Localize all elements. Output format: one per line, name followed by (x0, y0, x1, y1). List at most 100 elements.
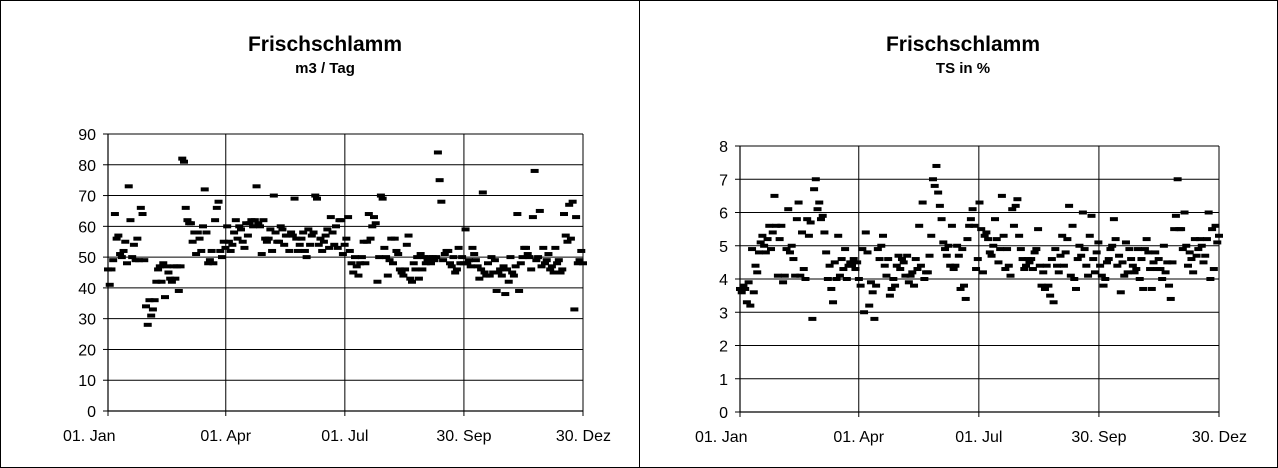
data-point (978, 270, 987, 275)
data-point (528, 215, 537, 220)
data-point (254, 221, 263, 226)
data-point (439, 258, 448, 263)
data-point (1146, 267, 1155, 272)
data-point (1053, 263, 1062, 268)
data-point (1149, 260, 1158, 265)
data-point (126, 218, 135, 223)
data-point (516, 261, 525, 266)
data-point (1032, 247, 1041, 252)
data-point (468, 245, 477, 250)
data-point (119, 248, 128, 253)
data-point (313, 196, 321, 201)
data-point (499, 264, 508, 269)
data-point (271, 230, 280, 235)
data-point (363, 239, 372, 244)
data-point (566, 236, 575, 241)
data-point (522, 245, 530, 250)
data-point (547, 264, 556, 269)
data-point (1008, 207, 1017, 212)
data-point (934, 190, 943, 195)
data-point (1202, 237, 1211, 242)
data-point (1056, 253, 1065, 258)
data-point (742, 300, 751, 305)
data-point (226, 248, 235, 253)
data-point (230, 230, 239, 235)
data-point (810, 187, 819, 192)
data-point (1090, 270, 1099, 275)
data-point (1190, 237, 1199, 242)
data-point (965, 223, 974, 228)
data-point (541, 261, 549, 266)
data-point (357, 255, 366, 260)
data-point (789, 257, 798, 262)
chart-fresh-sludge-volume: Frischschlamm m3 / Tag 0 10 20 30 40 50 60 70 80… (63, 33, 611, 445)
data-point (1168, 260, 1177, 265)
data-point (250, 218, 259, 223)
y-tick-label: 8 (719, 139, 728, 156)
chart-subtitle: TS in % (936, 60, 990, 77)
data-point (939, 240, 948, 245)
data-point (394, 252, 403, 257)
data-point (503, 267, 511, 272)
data-point (975, 200, 984, 205)
data-point (427, 261, 435, 266)
data-point (830, 260, 839, 265)
data-point (513, 212, 522, 217)
data-point (1173, 177, 1182, 182)
data-point (854, 277, 863, 281)
data-point (511, 264, 520, 269)
data-point (477, 267, 486, 272)
data-point (364, 212, 373, 217)
data-point (989, 243, 998, 248)
data-point (178, 156, 187, 161)
data-point (1165, 283, 1174, 288)
data-point (1106, 247, 1115, 252)
data-point (927, 233, 936, 238)
data-point (892, 263, 901, 268)
data-point (816, 217, 825, 222)
x-tick-label: 01. Apr (833, 429, 884, 446)
data-point (515, 288, 524, 293)
data-point (973, 257, 982, 262)
y-tick-label: 40 (78, 281, 96, 298)
data-point (951, 263, 960, 268)
data-point (197, 248, 206, 253)
chart-title: Frischschlamm (886, 33, 1040, 56)
data-point (947, 223, 956, 228)
data-point (866, 280, 875, 285)
data-point (932, 163, 941, 168)
data-point (1139, 286, 1148, 291)
data-point (1187, 257, 1196, 262)
data-point (870, 316, 879, 321)
data-point (873, 247, 882, 252)
data-point (937, 217, 946, 222)
data-point (458, 255, 467, 260)
data-point (765, 223, 774, 228)
x-tick-label: 01. Jul (955, 429, 1002, 446)
data-point (1020, 267, 1029, 272)
data-point (150, 298, 159, 303)
data-point (380, 245, 389, 250)
data-point (112, 236, 121, 241)
data-point (214, 199, 223, 204)
data-point (1035, 263, 1044, 268)
data-point (1115, 253, 1124, 258)
data-point (756, 240, 765, 245)
data-point (176, 264, 185, 269)
data-point (344, 215, 353, 220)
data-point (561, 233, 570, 238)
data-point (1127, 257, 1136, 262)
data-point (209, 261, 218, 266)
data-point (785, 250, 794, 255)
data-point (155, 264, 164, 269)
data-point (376, 193, 385, 198)
data-point (748, 247, 757, 252)
data-point (906, 273, 915, 278)
data-point (834, 233, 843, 238)
data-point (166, 276, 175, 281)
data-point (333, 245, 342, 250)
data-point (563, 239, 572, 244)
data-point (868, 290, 877, 295)
data-point (872, 283, 881, 288)
data-point (806, 220, 815, 225)
